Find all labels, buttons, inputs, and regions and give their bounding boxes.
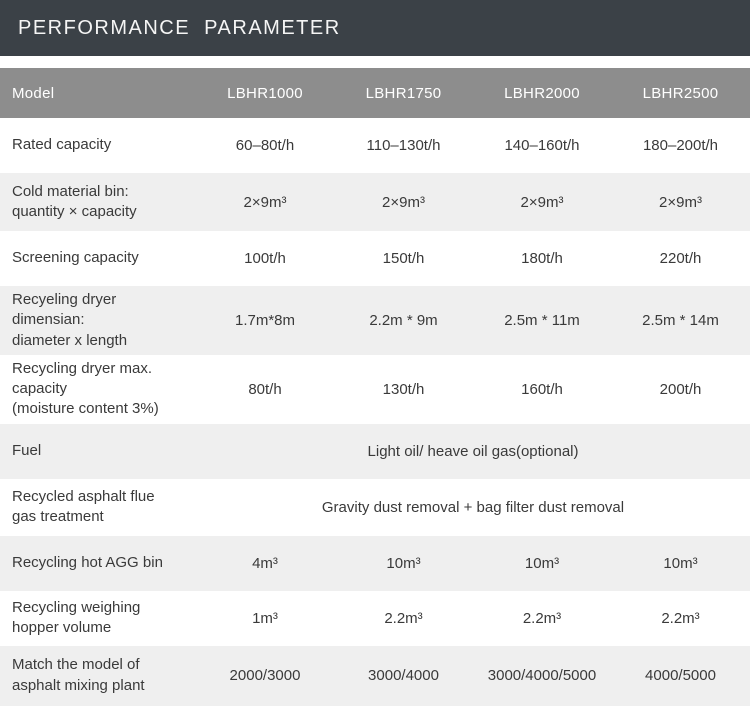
row-label: Recycling hot AGG bin xyxy=(12,553,163,571)
cell-value: 4000/5000 xyxy=(645,667,716,684)
cell-value: 2×9m³ xyxy=(382,193,425,211)
cell-value: 100t/h xyxy=(244,250,286,267)
cell-value: 80t/h xyxy=(248,380,282,398)
row-label: Recycling dryer max. capacity (moisture … xyxy=(12,359,159,418)
cell-value: 1.7m*8m xyxy=(234,311,296,329)
cell-value: 2.2m³ xyxy=(522,609,562,627)
cell-value: 3000/4000 xyxy=(368,667,439,684)
column-header-lbhr1750: LBHR1750 xyxy=(334,68,473,118)
cell-value: 150t/h xyxy=(382,250,425,267)
row-label: Match the model of asphalt mixing plant xyxy=(12,656,145,694)
table-row-dryer-max-capacity: Recycling dryer max. capacity (moisture … xyxy=(0,354,750,424)
cell-value: 2000/3000 xyxy=(229,667,301,684)
cell-value: 2.2m³ xyxy=(384,609,423,627)
table-row-fuel: Fuel Light oil/ heave oil gas(optional) xyxy=(0,423,750,479)
cell-value: 10m³ xyxy=(524,554,560,572)
performance-parameter-table: Model LBHR1000 LBHR1750 LBHR2000 LBHR250… xyxy=(0,68,750,706)
cell-value: 220t/h xyxy=(659,250,702,267)
cell-value: 200t/h xyxy=(659,380,702,398)
table-row-rated-capacity: Rated capacity 60–80t/h 110–130t/h 140–1… xyxy=(0,118,750,173)
page-title: PERFORMANCE PARAMETER xyxy=(18,16,341,39)
cell-value: 10m³ xyxy=(386,554,421,572)
cell-value: 110–130t/h xyxy=(366,137,441,154)
row-label: Recycled asphalt flue gas treatment xyxy=(12,487,155,525)
cell-value: 180–200t/h xyxy=(642,137,719,154)
cell-value: 2×9m³ xyxy=(243,193,287,211)
table-row-match-model: Match the model of asphalt mixing plant … xyxy=(0,645,750,706)
row-label: Recyeling dryer dimensian: diameter x le… xyxy=(12,291,128,349)
table-header-row: Model LBHR1000 LBHR1750 LBHR2000 LBHR250… xyxy=(0,68,750,118)
cell-value: 180t/h xyxy=(521,250,563,267)
table-row-screening-capacity: Screening capacity 100t/h 150t/h 180t/h … xyxy=(0,231,750,286)
table-row-hot-agg-bin: Recycling hot AGG bin 4m³ 10m³ 10m³ 10m³ xyxy=(0,535,750,591)
column-header-lbhr2500: LBHR2500 xyxy=(611,68,750,118)
cell-span-value: Gravity dust removal + bag filter dust r… xyxy=(321,498,625,516)
table-row-cold-material-bin: Cold material bin: quantity × capacity 2… xyxy=(0,173,750,231)
table-row-flue-gas-treatment: Recycled asphalt flue gas treatment Grav… xyxy=(0,478,750,536)
table-row-dryer-dimension: Recyeling dryer dimensian: diameter x le… xyxy=(0,286,750,355)
row-label: Cold material bin: quantity × capacity xyxy=(12,182,137,220)
cell-value: 2.2m³ xyxy=(661,609,700,627)
cell-value: 2.5m * 14m xyxy=(642,311,719,329)
cell-value: 140–160t/h xyxy=(504,137,580,154)
row-label: Recycling weighing hopper volume xyxy=(12,598,141,636)
page-title-bar: PERFORMANCE PARAMETER xyxy=(0,0,750,56)
cell-span-value: Light oil/ heave oil gas(optional) xyxy=(367,442,579,460)
column-header-model: Model xyxy=(0,68,196,118)
cell-value: 2.2m * 9m xyxy=(369,311,438,329)
cell-value: 2×9m³ xyxy=(520,193,564,211)
cell-value: 1m³ xyxy=(252,609,278,627)
cell-value: 10m³ xyxy=(663,554,698,572)
cell-value: 2×9m³ xyxy=(659,193,702,211)
cell-value: 3000/4000/5000 xyxy=(487,667,597,684)
row-label: Screening capacity xyxy=(12,249,139,267)
table-row-weighing-hopper: Recycling weighing hopper volume 1m³ 2.2… xyxy=(0,590,750,646)
cell-value: 160t/h xyxy=(521,380,563,398)
row-label: Fuel xyxy=(12,441,42,459)
cell-value: 60–80t/h xyxy=(235,137,295,154)
cell-value: 2.5m * 11m xyxy=(504,311,580,329)
row-label: Rated capacity xyxy=(12,136,112,154)
column-header-lbhr1000: LBHR1000 xyxy=(196,68,334,118)
column-header-lbhr2000: LBHR2000 xyxy=(473,68,611,118)
cell-value: 4m³ xyxy=(252,554,278,572)
cell-value: 130t/h xyxy=(382,380,425,398)
